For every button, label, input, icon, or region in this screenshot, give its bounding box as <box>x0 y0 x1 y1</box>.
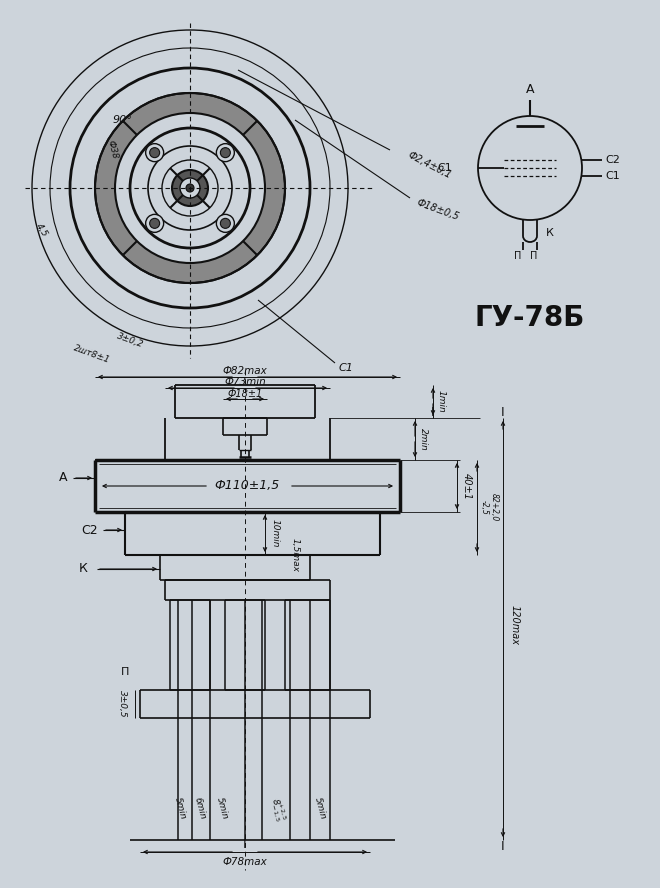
Circle shape <box>216 144 234 162</box>
Text: 4,5: 4,5 <box>34 221 50 239</box>
Text: 1,5max: 1,5max <box>290 538 300 572</box>
Text: ГУ-78Б: ГУ-78Б <box>475 304 585 332</box>
Text: I: I <box>431 407 435 419</box>
Text: 120max: 120max <box>510 605 520 645</box>
Text: C1: C1 <box>339 363 354 373</box>
Circle shape <box>180 178 200 198</box>
Circle shape <box>95 93 285 283</box>
Text: C2: C2 <box>82 524 98 536</box>
Text: C2: C2 <box>606 155 620 165</box>
Text: Ф78max: Ф78max <box>222 857 267 867</box>
Text: 8$^{+2,5}_{-1,5}$: 8$^{+2,5}_{-1,5}$ <box>267 797 288 823</box>
Circle shape <box>220 147 230 158</box>
Circle shape <box>130 128 250 248</box>
Text: 3±0,2: 3±0,2 <box>115 331 145 349</box>
Text: 2шт8±1: 2шт8±1 <box>73 344 112 365</box>
Circle shape <box>115 113 265 263</box>
Text: Ф18±0,5: Ф18±0,5 <box>415 198 461 222</box>
Text: Ф82max: Ф82max <box>222 366 267 376</box>
Text: Ф73min: Ф73min <box>224 377 266 387</box>
Text: 5min: 5min <box>214 796 229 821</box>
Circle shape <box>172 170 208 206</box>
Text: П: П <box>514 251 521 261</box>
Circle shape <box>146 144 164 162</box>
Text: Ф38: Ф38 <box>105 139 119 161</box>
Text: К: К <box>79 562 87 575</box>
Text: Ф2,4±0,1: Ф2,4±0,1 <box>407 150 453 180</box>
Text: А: А <box>526 83 534 97</box>
Text: Ф18±1: Ф18±1 <box>228 389 263 399</box>
Text: Ф110±1,5: Ф110±1,5 <box>214 480 280 493</box>
Text: C1: C1 <box>606 171 620 181</box>
Circle shape <box>150 147 160 158</box>
Text: П: П <box>531 251 538 261</box>
Circle shape <box>186 184 194 192</box>
Text: 82+2,0
-2,5: 82+2,0 -2,5 <box>479 493 499 521</box>
Circle shape <box>220 218 230 228</box>
Text: I: I <box>243 838 247 852</box>
Text: 5min: 5min <box>173 796 187 821</box>
Text: 3±0,5: 3±0,5 <box>117 690 127 718</box>
Text: 1min: 1min <box>436 390 446 412</box>
Text: C1: C1 <box>438 163 452 173</box>
Text: 40±1: 40±1 <box>462 472 472 499</box>
Text: I: I <box>501 841 505 853</box>
Text: А: А <box>59 472 67 485</box>
Text: 10min: 10min <box>271 519 279 547</box>
Text: 90°: 90° <box>112 115 132 125</box>
Circle shape <box>216 214 234 233</box>
Text: П: П <box>121 667 129 677</box>
Circle shape <box>150 218 160 228</box>
Text: 5min: 5min <box>313 796 327 821</box>
Text: I: I <box>501 407 505 419</box>
Text: 6min: 6min <box>193 796 207 821</box>
Text: К: К <box>546 228 554 238</box>
Text: 2min: 2min <box>418 428 428 450</box>
Circle shape <box>146 214 164 233</box>
